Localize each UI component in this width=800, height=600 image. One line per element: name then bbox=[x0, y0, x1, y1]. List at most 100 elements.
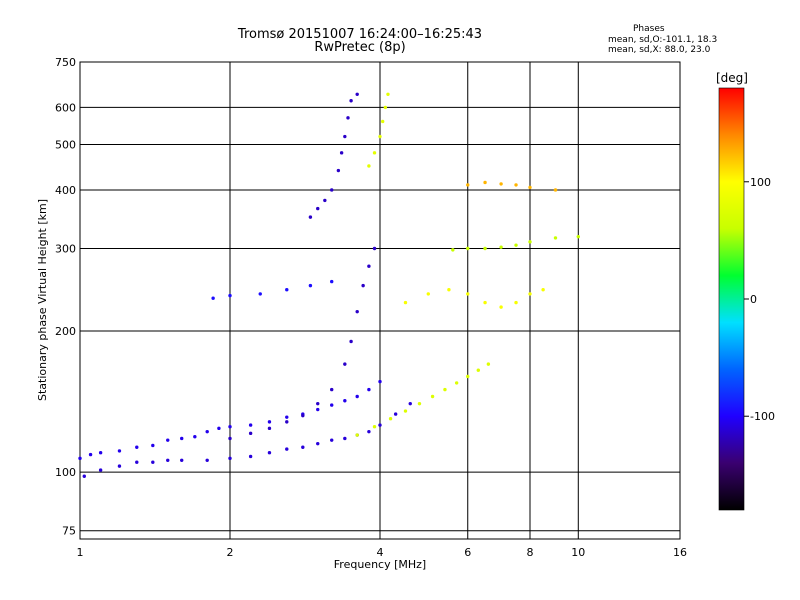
data-point bbox=[285, 288, 289, 292]
data-point bbox=[499, 182, 503, 186]
data-point bbox=[88, 452, 93, 457]
data-point bbox=[228, 456, 232, 461]
data-point bbox=[117, 449, 122, 453]
data-point bbox=[336, 168, 341, 173]
data-point bbox=[166, 458, 170, 462]
data-point bbox=[285, 415, 289, 419]
data-points bbox=[78, 92, 580, 478]
data-point bbox=[228, 293, 232, 298]
data-point bbox=[248, 454, 253, 459]
y-axis-label: Stationary phase Virtual Height [km] bbox=[36, 199, 49, 401]
data-point bbox=[483, 180, 487, 185]
data-point bbox=[430, 394, 435, 399]
data-point bbox=[426, 292, 430, 296]
data-point bbox=[349, 99, 353, 103]
data-point bbox=[258, 292, 262, 296]
phases-o-stats: mean, sd,O:-101.1, 18.3 bbox=[608, 35, 718, 45]
data-point bbox=[355, 394, 359, 399]
data-point bbox=[383, 105, 388, 110]
grid-lines bbox=[80, 62, 680, 539]
data-point bbox=[528, 240, 532, 244]
x-tick-label: 1 bbox=[77, 546, 84, 559]
data-point bbox=[330, 387, 334, 392]
colorbar bbox=[718, 87, 745, 511]
y-tick-label: 400 bbox=[55, 184, 76, 197]
data-point bbox=[98, 468, 103, 472]
y-tick-label: 200 bbox=[55, 325, 76, 338]
y-tick-label: 100 bbox=[55, 466, 76, 479]
data-point bbox=[367, 264, 371, 268]
data-point bbox=[499, 305, 503, 309]
data-point bbox=[528, 185, 532, 190]
data-point bbox=[301, 445, 305, 449]
data-point bbox=[135, 445, 139, 449]
colorbar-tick-label: -100 bbox=[750, 410, 775, 423]
data-point bbox=[483, 300, 487, 305]
data-point bbox=[553, 188, 558, 192]
data-point bbox=[343, 134, 347, 139]
data-point bbox=[476, 368, 481, 372]
data-point bbox=[330, 438, 334, 442]
x-tick-label: 16 bbox=[673, 546, 687, 559]
data-point bbox=[117, 464, 122, 468]
data-point bbox=[346, 116, 350, 120]
data-point bbox=[514, 243, 518, 247]
data-point bbox=[301, 413, 305, 418]
data-point bbox=[82, 474, 86, 478]
data-point bbox=[151, 443, 155, 448]
x-tick-label: 4 bbox=[377, 546, 384, 559]
data-point bbox=[285, 447, 289, 451]
data-point bbox=[367, 164, 371, 168]
data-point bbox=[378, 134, 382, 139]
data-point bbox=[205, 458, 209, 462]
data-point bbox=[447, 288, 451, 292]
data-point bbox=[343, 436, 347, 441]
data-point bbox=[388, 417, 393, 421]
data-point bbox=[355, 309, 359, 314]
data-point bbox=[267, 420, 272, 424]
data-point bbox=[211, 296, 215, 300]
data-point bbox=[355, 433, 359, 437]
colorbar-tick-label: 0 bbox=[750, 293, 757, 306]
data-point bbox=[248, 423, 253, 427]
x-tick-label: 8 bbox=[527, 546, 534, 559]
data-point bbox=[378, 423, 382, 427]
data-point bbox=[576, 234, 580, 239]
data-point bbox=[541, 288, 545, 292]
data-point bbox=[205, 429, 209, 434]
chart-title-line2: RwPretec (8p) bbox=[314, 40, 406, 55]
data-point bbox=[228, 436, 232, 441]
data-point bbox=[316, 401, 320, 406]
y-axis-ticks: 75 100 200 300 400 500 600 750 bbox=[55, 56, 76, 538]
data-point bbox=[193, 435, 197, 439]
data-point bbox=[451, 248, 455, 252]
data-point bbox=[355, 92, 359, 96]
x-tick-label: 10 bbox=[571, 546, 585, 559]
data-point bbox=[349, 339, 353, 344]
data-point bbox=[417, 401, 422, 406]
phases-heading: Phases bbox=[633, 24, 665, 34]
data-point bbox=[454, 381, 459, 385]
data-point bbox=[308, 215, 313, 219]
x-axis-label: Frequency [MHz] bbox=[334, 558, 426, 571]
data-point bbox=[372, 151, 377, 155]
data-point bbox=[166, 438, 170, 442]
x-axis-ticks: 1 2 4 6 8 10 16 bbox=[77, 546, 688, 559]
data-point bbox=[151, 460, 155, 464]
data-point bbox=[466, 183, 470, 187]
data-point bbox=[308, 283, 313, 288]
data-point bbox=[367, 387, 371, 392]
data-point bbox=[217, 426, 221, 431]
data-point bbox=[378, 379, 382, 384]
data-point bbox=[483, 246, 487, 251]
data-point bbox=[443, 387, 447, 392]
data-point bbox=[514, 183, 518, 187]
data-point bbox=[78, 456, 82, 461]
data-point bbox=[180, 458, 184, 462]
data-point bbox=[380, 119, 385, 124]
data-point bbox=[98, 451, 103, 455]
data-point bbox=[372, 246, 377, 251]
y-tick-label: 600 bbox=[55, 101, 76, 114]
x-tick-label: 2 bbox=[227, 546, 234, 559]
